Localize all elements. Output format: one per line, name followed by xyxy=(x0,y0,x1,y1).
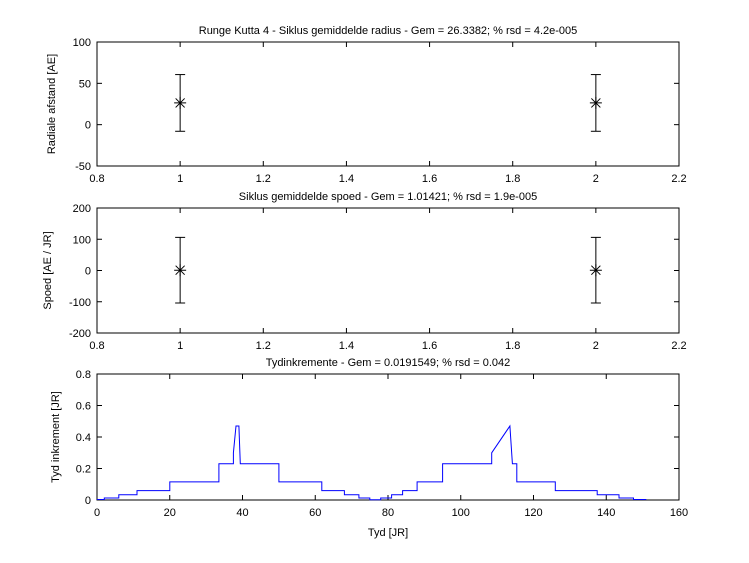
x-tick-label: 0.8 xyxy=(89,340,104,352)
y-tick-label: 50 xyxy=(79,78,91,90)
y-tick-label: 0.4 xyxy=(76,432,91,444)
chart-title: Runge Kutta 4 - Siklus gemiddelde radius… xyxy=(199,25,578,37)
x-tick-label: 0 xyxy=(94,507,100,519)
chart-title: Tydinkremente - Gem = 0.0191549; % rsd =… xyxy=(266,357,511,369)
y-tick-label: 0.8 xyxy=(76,369,91,381)
x-tick-label: 40 xyxy=(236,507,248,519)
x-tick-label: 100 xyxy=(452,507,470,519)
x-tick-label: 80 xyxy=(382,507,394,519)
x-tick-label: 1.2 xyxy=(256,173,271,185)
x-tick-label: 2 xyxy=(593,340,599,352)
x-tick-label: 140 xyxy=(597,507,615,519)
chart-speed: 0.8 1 1.2 1.4 1.6 1.8 2 2.2 -200 -100 0 100 200 Siklu… xyxy=(42,191,687,352)
y-axis-label: Radiale afstand [AE] xyxy=(46,54,58,154)
y-axis-label: Tyd inkrement [JR] xyxy=(50,391,62,483)
x-tick-label: 20 xyxy=(164,507,176,519)
plot-area xyxy=(96,373,680,501)
series-line xyxy=(97,424,647,501)
x-tick-label: 1.6 xyxy=(422,340,437,352)
plot-area xyxy=(96,41,680,167)
y-axis-label: Spoed [AE / JR] xyxy=(42,231,54,309)
chart-time-increments: 0 20 40 60 80 100 120 140 160 0 0.2 0.4 0.6 0.8 Tydink… xyxy=(50,357,688,539)
x-tick-label: 0.8 xyxy=(89,173,104,185)
plot-area xyxy=(96,207,680,334)
y-tick-label: 0 xyxy=(85,120,91,132)
y-tick-label: 0 xyxy=(85,266,91,278)
x-tick-label: 120 xyxy=(524,507,542,519)
x-tick-label: 1 xyxy=(177,340,183,352)
x-tick-label: 2.2 xyxy=(671,340,686,352)
data-point xyxy=(174,96,187,109)
x-tick-label: 2.2 xyxy=(671,173,686,185)
x-tick-label: 1.8 xyxy=(505,340,520,352)
data-point xyxy=(589,96,602,109)
y-tick-label: -100 xyxy=(69,297,91,309)
y-tick-label: -200 xyxy=(69,328,91,340)
x-tick-label: 1.4 xyxy=(339,173,354,185)
y-tick-label: 0.6 xyxy=(76,401,91,413)
y-tick-label: 100 xyxy=(73,37,91,49)
data-point xyxy=(589,264,602,277)
data-point xyxy=(174,264,187,277)
y-tick-label: 200 xyxy=(73,203,91,215)
x-tick-label: 1.8 xyxy=(505,173,520,185)
x-tick-label: 1.6 xyxy=(422,173,437,185)
y-tick-label: 0 xyxy=(85,495,91,507)
x-tick-label: 1.2 xyxy=(256,340,271,352)
x-axis-label: Tyd [JR] xyxy=(368,527,408,539)
x-tick-label: 1 xyxy=(177,173,183,185)
y-tick-label: 100 xyxy=(73,234,91,246)
chart-radius: 0.8 1 1.2 1.4 1.6 1.8 2 2.2 -50 0 50 100 Runge Kutta… xyxy=(46,25,687,185)
y-tick-label: -50 xyxy=(75,161,91,173)
x-tick-label: 1.4 xyxy=(339,340,354,352)
x-tick-label: 2 xyxy=(593,173,599,185)
x-tick-label: 60 xyxy=(309,507,321,519)
chart-title: Siklus gemiddelde spoed - Gem = 1.01421;… xyxy=(239,191,537,203)
y-tick-label: 0.2 xyxy=(76,464,91,476)
x-tick-label: 160 xyxy=(670,507,688,519)
